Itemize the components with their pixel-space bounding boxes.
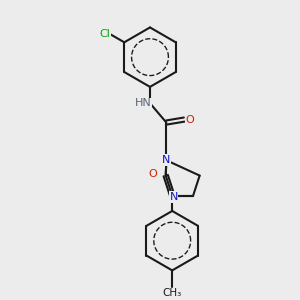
Text: N: N: [169, 192, 178, 202]
Text: O: O: [148, 169, 157, 179]
Text: N: N: [162, 155, 170, 165]
Text: O: O: [186, 115, 194, 124]
Text: HN: HN: [135, 98, 152, 108]
Text: Cl: Cl: [99, 29, 110, 39]
Text: CH₃: CH₃: [163, 288, 182, 298]
Text: N: N: [162, 155, 170, 165]
